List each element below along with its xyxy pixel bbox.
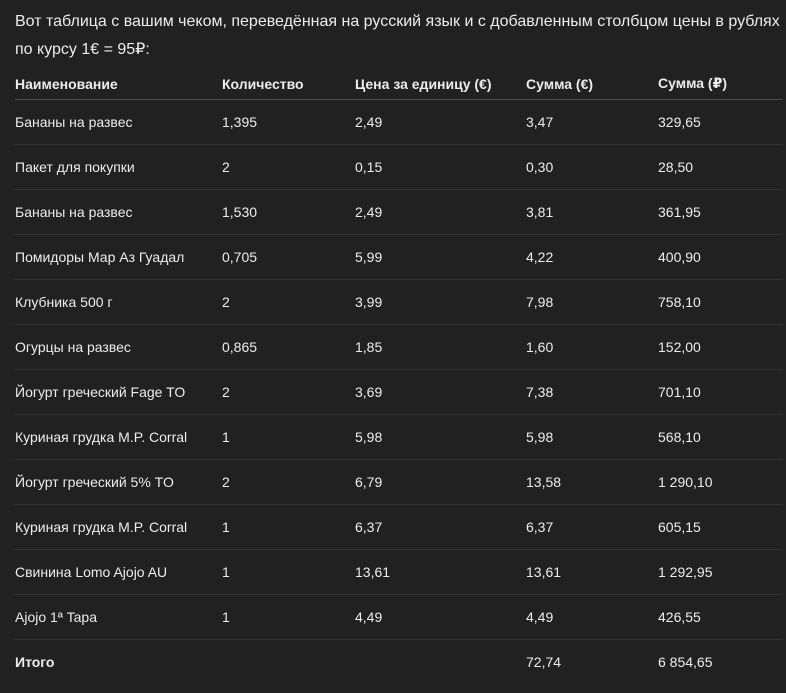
table-cell: 2 — [222, 279, 355, 325]
table-cell: 28,50 — [658, 144, 783, 190]
table-cell: Йогурт греческий 5% TO — [15, 459, 222, 505]
table-cell: 2,49 — [355, 99, 526, 145]
column-header: Количество — [222, 68, 355, 100]
table-cell: 2 — [222, 144, 355, 190]
table-cell: 758,10 — [658, 279, 783, 325]
table-cell: 5,99 — [355, 234, 526, 280]
table-cell: 6,79 — [355, 459, 526, 505]
table-cell: 6,37 — [355, 504, 526, 550]
column-header: Сумма (₽) — [658, 68, 783, 100]
table-cell: Йогурт греческий Fage TO — [15, 369, 222, 415]
table-cell: 1 — [222, 504, 355, 550]
table-cell: 13,61 — [526, 549, 658, 595]
total-cell: 72,74 — [526, 654, 562, 670]
table-cell: 3,81 — [526, 189, 658, 235]
table-cell: 1 — [222, 549, 355, 595]
table-cell: 605,15 — [658, 504, 783, 550]
table-row: Куриная грудка M.P. Corral 1 5,98 5,98 568,1… — [15, 414, 783, 460]
table-cell: 1,60 — [526, 324, 658, 370]
table-cell: 1 — [222, 414, 355, 460]
table-cell: 2 — [222, 369, 355, 415]
table-cell: 13,61 — [355, 549, 526, 595]
table-row: Свинина Lomo Ajojo AU 1 13,61 13,61 1 292,95 — [15, 549, 783, 595]
table-row: Помидоры Мар Аз Гуадал 0,705 5,99 4,22 400,9… — [15, 234, 783, 280]
table-cell: 5,98 — [355, 414, 526, 460]
table-cell: 329,65 — [658, 99, 783, 145]
table-row: Огурцы на развес 0,865 1,85 1,60 152,00 — [15, 324, 783, 370]
table-cell: Куриная грудка M.P. Corral — [15, 414, 222, 460]
table-cell: Бананы на развес — [15, 99, 222, 145]
table-cell: Пакет для покупки — [15, 144, 222, 190]
intro-text: Вот таблица с вашим чеком, переведённая … — [15, 13, 780, 58]
total-cell — [222, 640, 355, 685]
table-cell: 7,38 — [526, 369, 658, 415]
table-cell: 1,85 — [355, 324, 526, 370]
table-cell: Свинина Lomo Ajojo AU — [15, 549, 222, 595]
table-cell: 426,55 — [658, 594, 783, 640]
total-row: Итого 72,74 6 854,65 — [15, 640, 783, 685]
table-cell: 3,69 — [355, 369, 526, 415]
table-cell: 3,47 — [526, 99, 658, 145]
table-row: Йогурт греческий 5% TO 2 6,79 13,58 1 290,10 — [15, 459, 783, 505]
table-row: Пакет для покупки 2 0,15 0,30 28,50 — [15, 144, 783, 190]
table-cell: 4,49 — [526, 594, 658, 640]
table-cell: 1 — [222, 594, 355, 640]
table-cell: 1,395 — [222, 99, 355, 145]
column-header: Цена за единицу (€) — [355, 68, 526, 100]
table-cell: 2,49 — [355, 189, 526, 235]
table-cell: 0,865 — [222, 324, 355, 370]
table-cell: 361,95 — [658, 189, 783, 235]
table-cell: 701,10 — [658, 369, 783, 415]
table-cell: 1,530 — [222, 189, 355, 235]
table-cell: 0,15 — [355, 144, 526, 190]
table-cell: 4,22 — [526, 234, 658, 280]
table-row: Клубника 500 г 2 3,99 7,98 758,10 — [15, 279, 783, 325]
table-cell: 4,49 — [355, 594, 526, 640]
total-cell: 6 854,65 — [658, 654, 713, 670]
table-row: Йогурт греческий Fage TO 2 3,69 7,38 701,10 — [15, 369, 783, 415]
column-header: Наименование — [15, 68, 222, 100]
table-cell: 2 — [222, 459, 355, 505]
table-cell: 152,00 — [658, 324, 783, 370]
table-cell: 3,99 — [355, 279, 526, 325]
table-cell: 0,30 — [526, 144, 658, 190]
table-header: Наименование Количество Цена за единицу (€… — [15, 68, 783, 100]
table-cell: Бананы на развес — [15, 189, 222, 235]
table-cell: 13,58 — [526, 459, 658, 505]
table-cell: Помидоры Мар Аз Гуадал — [15, 234, 222, 280]
table-cell: Клубника 500 г — [15, 279, 222, 325]
table-cell: Куриная грудка M.P. Corral — [15, 504, 222, 550]
total-cell: Итого — [15, 654, 55, 670]
table-cell: Ajojo 1ª Tapa — [15, 594, 222, 640]
receipt-table: Наименование Количество Цена за единицу (€… — [15, 68, 783, 684]
column-header: Сумма (€) — [526, 68, 658, 100]
table-cell: 1 292,95 — [658, 549, 783, 595]
table-cell: Огурцы на развес — [15, 324, 222, 370]
table-cell: 568,10 — [658, 414, 783, 460]
table-row: Бананы на развес 1,530 2,49 3,81 361,95 — [15, 189, 783, 235]
table-cell: 5,98 — [526, 414, 658, 460]
table-cell: 7,98 — [526, 279, 658, 325]
table-row: Ajojo 1ª Tapa 1 4,49 4,49 426,55 — [15, 594, 783, 640]
table-cell: 0,705 — [222, 234, 355, 280]
table-cell: 400,90 — [658, 234, 783, 280]
table-row: Бананы на развес 1,395 2,49 3,47 329,65 — [15, 99, 783, 145]
table-row: Куриная грудка M.P. Corral 1 6,37 6,37 605,1… — [15, 504, 783, 550]
table-cell: 6,37 — [526, 504, 658, 550]
table-cell: 1 290,10 — [658, 459, 783, 505]
total-cell — [355, 640, 526, 685]
